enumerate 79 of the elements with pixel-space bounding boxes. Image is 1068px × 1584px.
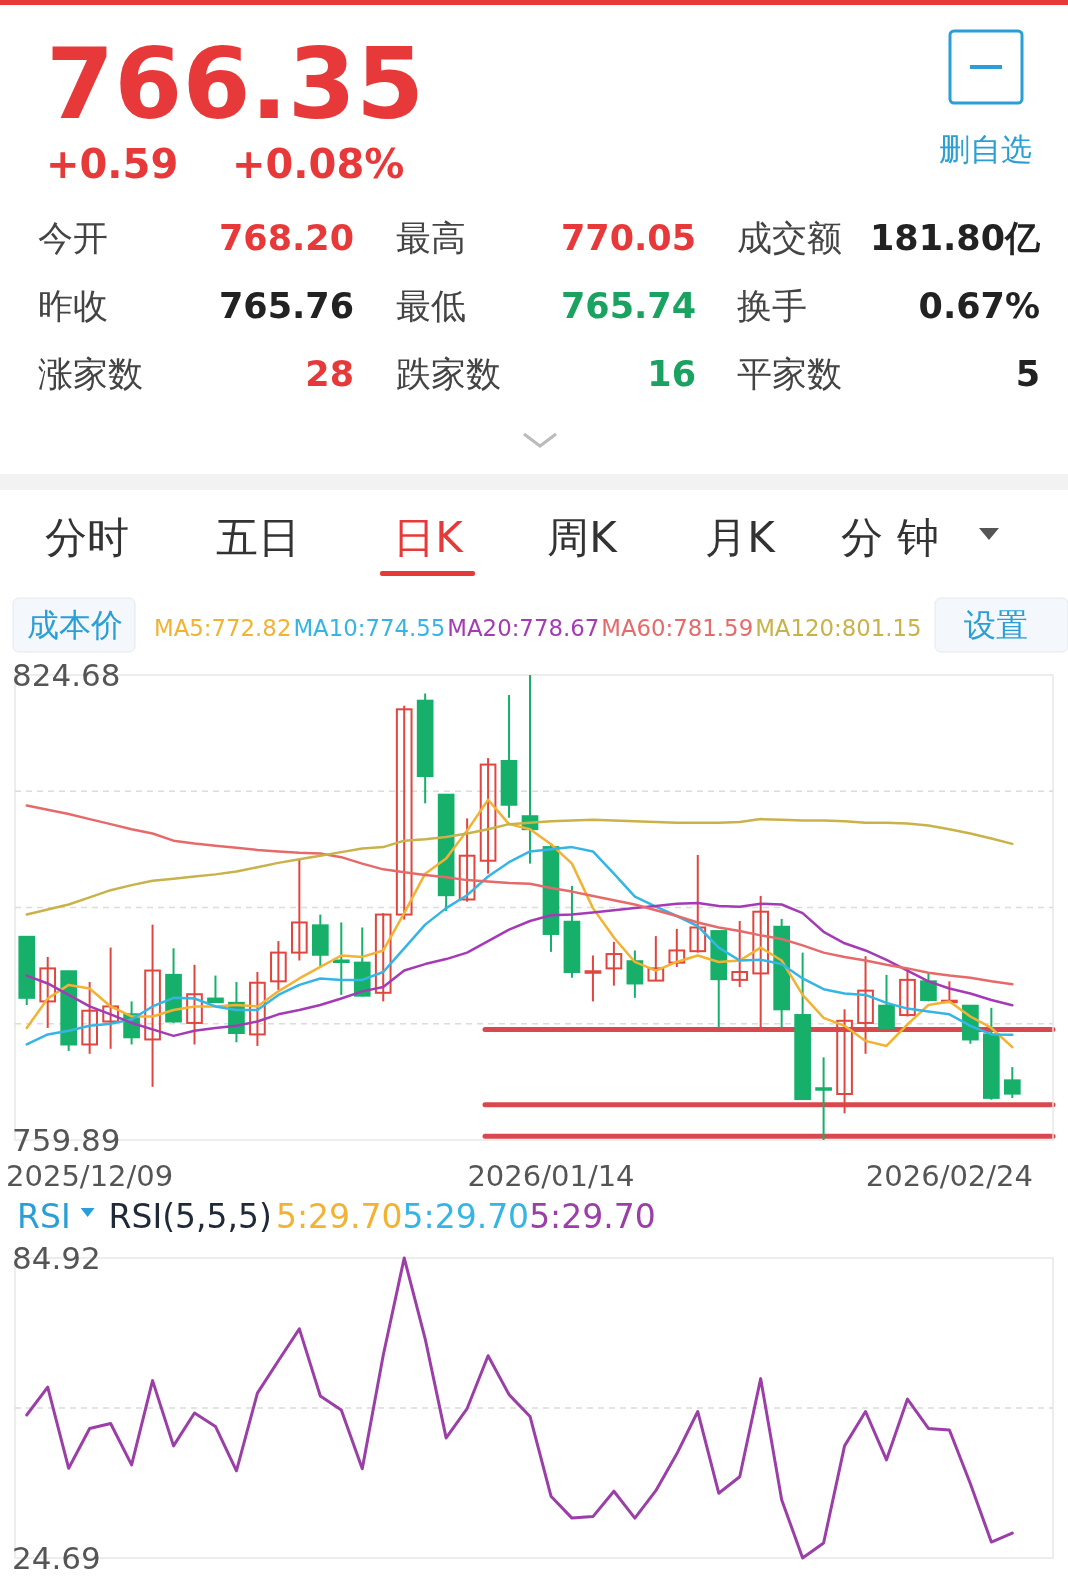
candlestick [332,921,350,996]
y-tick-label: 759.89 [12,1122,121,1158]
text: 16 [647,354,696,394]
candlestick [395,704,413,921]
candlestick [207,974,224,1004]
text: 删自选 [938,131,1032,167]
text: 28 [305,354,354,394]
line-series [25,817,1014,916]
text: 分钟 [841,513,953,562]
text: MA10:774.55 [293,615,446,641]
text: 换手 [737,286,807,326]
text: MA120:801.15 [755,615,922,641]
y-tick-label: 24.69 [12,1540,101,1576]
chart-subtitle: RSI(5,5,5) [108,1197,272,1236]
text: 5 [1015,354,1040,394]
text: 平家数 [737,354,842,394]
text: 分时 [45,513,129,562]
x-tick-label: 2026/02/24 [865,1159,1033,1193]
text: 181.80亿 [869,218,1041,258]
text: 设置 [964,606,1028,644]
candlestick [1003,1066,1021,1100]
text: MA20:778.67 [447,615,600,641]
text: +0.08% [232,141,405,187]
line-series [25,845,1014,1046]
text: 最高 [396,218,466,258]
candlestick [584,954,602,1003]
candlestick [605,940,623,987]
text: 成本价 [27,606,123,644]
candlestick [270,940,287,991]
candlestick [81,981,98,1055]
text: MA60:781.59 [601,615,754,641]
candlestick [144,923,161,1088]
text: 765.74 [560,286,696,326]
x-tick-label: 2025/12/09 [6,1159,174,1193]
candlestick [836,1008,853,1115]
text: 最低 [396,286,466,326]
candlestick [39,955,57,1029]
text: 昨收 [38,286,108,326]
candlestick [668,927,686,968]
line-series [25,804,1014,986]
candlestick [458,817,476,903]
text: 0.67% [918,286,1040,326]
text: +0.59 [46,141,179,187]
text: 770.05 [560,218,696,258]
candlestick [291,859,308,962]
candlestick [941,980,958,1004]
candlestick [249,970,266,1047]
y-tick-label: 824.68 [12,657,121,693]
text: 跌家数 [396,354,501,394]
text: 成交额 [737,218,842,258]
candlestick [102,946,119,1050]
text: 日K [393,513,465,562]
text: 五日 [216,513,300,562]
text: 月K [705,513,777,562]
text: 周K [547,513,619,562]
candlestick [374,912,392,1003]
line-series [25,901,1014,1038]
text: 765.76 [218,286,354,326]
text: 5:29.70 [402,1197,530,1236]
text: MA5:772.82 [154,615,292,641]
text: 766.35 [46,27,425,141]
chart-title: RSI [17,1197,71,1236]
candlestick [878,973,895,1029]
y-tick-label: 84.92 [12,1240,101,1276]
text: 今开 [38,218,108,258]
candlestick [815,1056,832,1141]
candlestick [731,920,749,989]
line-series [25,798,1014,1049]
candlestick [857,955,874,1055]
candlestick [186,963,203,1046]
text: 5:29.70 [275,1197,403,1236]
candlestick [647,935,665,982]
candlestick [689,854,707,954]
candlestick [479,757,497,875]
x-tick-label: 2026/01/14 [467,1159,635,1193]
text: 5:29.70 [529,1197,656,1236]
text: 768.20 [218,218,354,258]
candlestick [752,894,770,1029]
text: 涨家数 [38,354,143,394]
